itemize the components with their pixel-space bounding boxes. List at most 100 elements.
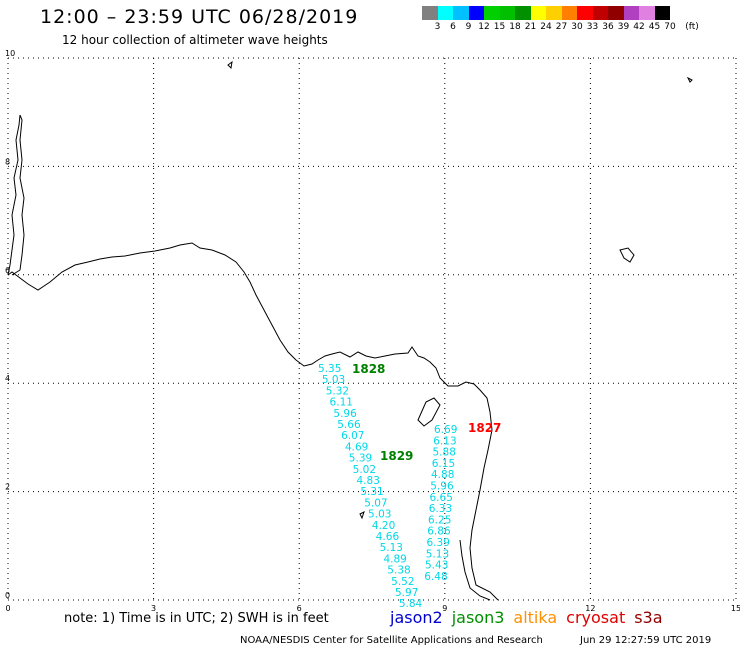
tick-label: 2 [5, 483, 10, 492]
track-value: 5.07 [364, 497, 387, 509]
legend-swatch [639, 6, 655, 20]
satellite-s3a: s3a [634, 608, 663, 627]
legend-label: 24 [540, 22, 552, 32]
track-value: 6.39 [427, 537, 450, 549]
legend-swatch [484, 6, 500, 20]
left-track-values: 5.355.035.326.115.965.666.074.695.395.02… [318, 363, 423, 610]
track-value: 4.66 [376, 531, 400, 543]
legend-swatch [530, 6, 546, 20]
track-value: 5.38 [387, 565, 410, 577]
islands [227, 60, 693, 520]
tick-label: 12 [585, 604, 595, 613]
color-legend [422, 6, 670, 20]
track-value: 4.83 [357, 475, 380, 487]
credit-text: NOAA/NESDIS Center for Satellite Applica… [240, 635, 543, 646]
island-ne [686, 76, 693, 83]
satellite-legend: jason2 jason3 altika cryosat s3a [390, 608, 672, 627]
note-text: note: 1) Time is in UTC; 2) SWH is in fe… [64, 611, 329, 626]
track-value: 6.13 [433, 435, 456, 447]
legend-label: 30 [571, 22, 583, 32]
coastline [7, 114, 499, 601]
track-value: 4.88 [431, 469, 454, 481]
legend-swatch [437, 6, 453, 20]
map-grid [7, 57, 737, 601]
track-value: 6.65 [430, 492, 453, 504]
track-value: 5.31 [360, 486, 383, 498]
legend-swatch [577, 6, 593, 20]
island-north [227, 60, 233, 70]
satellite-jason3: jason3 [451, 608, 505, 627]
track-value: 5.39 [349, 453, 372, 465]
track-value: 5.43 [425, 560, 448, 572]
right-track-values: 6.696.135.886.154.885.966.656.336.256.86… [424, 424, 457, 583]
legend-label: 39 [617, 22, 630, 32]
axis-tick-labels: 0 3 6 9 12 15 0 2 4 6 8 10 [5, 49, 740, 613]
track-value: 6.15 [432, 458, 455, 470]
tick-label: 6 [297, 604, 302, 613]
legend-label: 9 [465, 22, 472, 32]
tick-label: 6 [5, 266, 10, 275]
coastline-main [7, 242, 499, 601]
tick-label: 15 [731, 604, 740, 613]
tick-label: 3 [151, 604, 156, 613]
legend-label: 70 [664, 22, 676, 32]
legend-unit: (ft) [685, 22, 699, 32]
track-value: 4.89 [383, 553, 406, 565]
legend-swatch [608, 6, 624, 20]
track-value: 5.02 [353, 464, 376, 476]
legend-label: 15 [493, 22, 506, 32]
legend-swatch [546, 6, 562, 20]
track-value: 5.03 [322, 374, 345, 386]
track-value: 5.03 [368, 509, 391, 521]
track-value: 5.13 [426, 548, 449, 560]
time-tag-1827: 1827 [468, 421, 501, 435]
page-subtitle: 12 hour collection of altimeter wave hei… [62, 33, 328, 47]
track-value: 5.66 [337, 419, 361, 431]
tick-label: 0 [5, 604, 10, 613]
legend-swatch [515, 6, 531, 20]
tick-label: 9 [442, 604, 447, 613]
legend-label: 42 [633, 22, 645, 32]
track-value: 5.52 [391, 576, 414, 588]
time-tag-1829: 1829 [380, 449, 413, 463]
legend-label: 12 [478, 22, 490, 32]
legend-swatch [422, 6, 438, 20]
legend-swatch [499, 6, 515, 20]
track-value: 6.69 [434, 424, 457, 436]
legend-label: 6 [450, 22, 456, 32]
tick-label: 0 [5, 591, 10, 600]
legend-swatch [592, 6, 608, 20]
track-value: 5.32 [326, 385, 349, 397]
track-value: 6.48 [424, 571, 447, 583]
track-value: 6.86 [427, 526, 451, 538]
time-tag-1828: 1828 [352, 362, 385, 376]
legend-label: 33 [586, 22, 599, 32]
tick-label: 10 [5, 49, 15, 58]
island-large [417, 397, 441, 427]
legend-swatch [561, 6, 577, 20]
track-value: 4.69 [345, 441, 368, 453]
page-title: 12:00 – 23:59 UTC 06/28/2019 [40, 6, 359, 28]
island-east [619, 247, 635, 263]
satellite-cryosat: cryosat [566, 608, 626, 627]
timestamp-text: Jun 29 12:27:59 UTC 2019 [580, 635, 712, 646]
track-value: 5.97 [395, 587, 418, 599]
legend-label: 36 [602, 22, 614, 32]
satellite-jason2: jason2 [390, 608, 443, 627]
track-value: 6.33 [429, 503, 452, 515]
legend-swatch [623, 6, 639, 20]
tick-label: 8 [5, 157, 10, 166]
track-value: 6.25 [428, 514, 451, 526]
satellite-altika: altika [513, 608, 558, 627]
track-value: 5.84 [399, 598, 423, 610]
legend-label: 21 [524, 22, 537, 32]
track-value: 5.96 [333, 408, 357, 420]
track-value: 5.96 [430, 481, 454, 493]
legend-label: 18 [509, 22, 521, 32]
track-value: 5.35 [318, 363, 341, 375]
legend-swatch [453, 6, 469, 20]
legend-label: 45 [648, 22, 661, 32]
legend-label: 27 [555, 22, 568, 32]
track-value: 4.20 [372, 520, 395, 532]
